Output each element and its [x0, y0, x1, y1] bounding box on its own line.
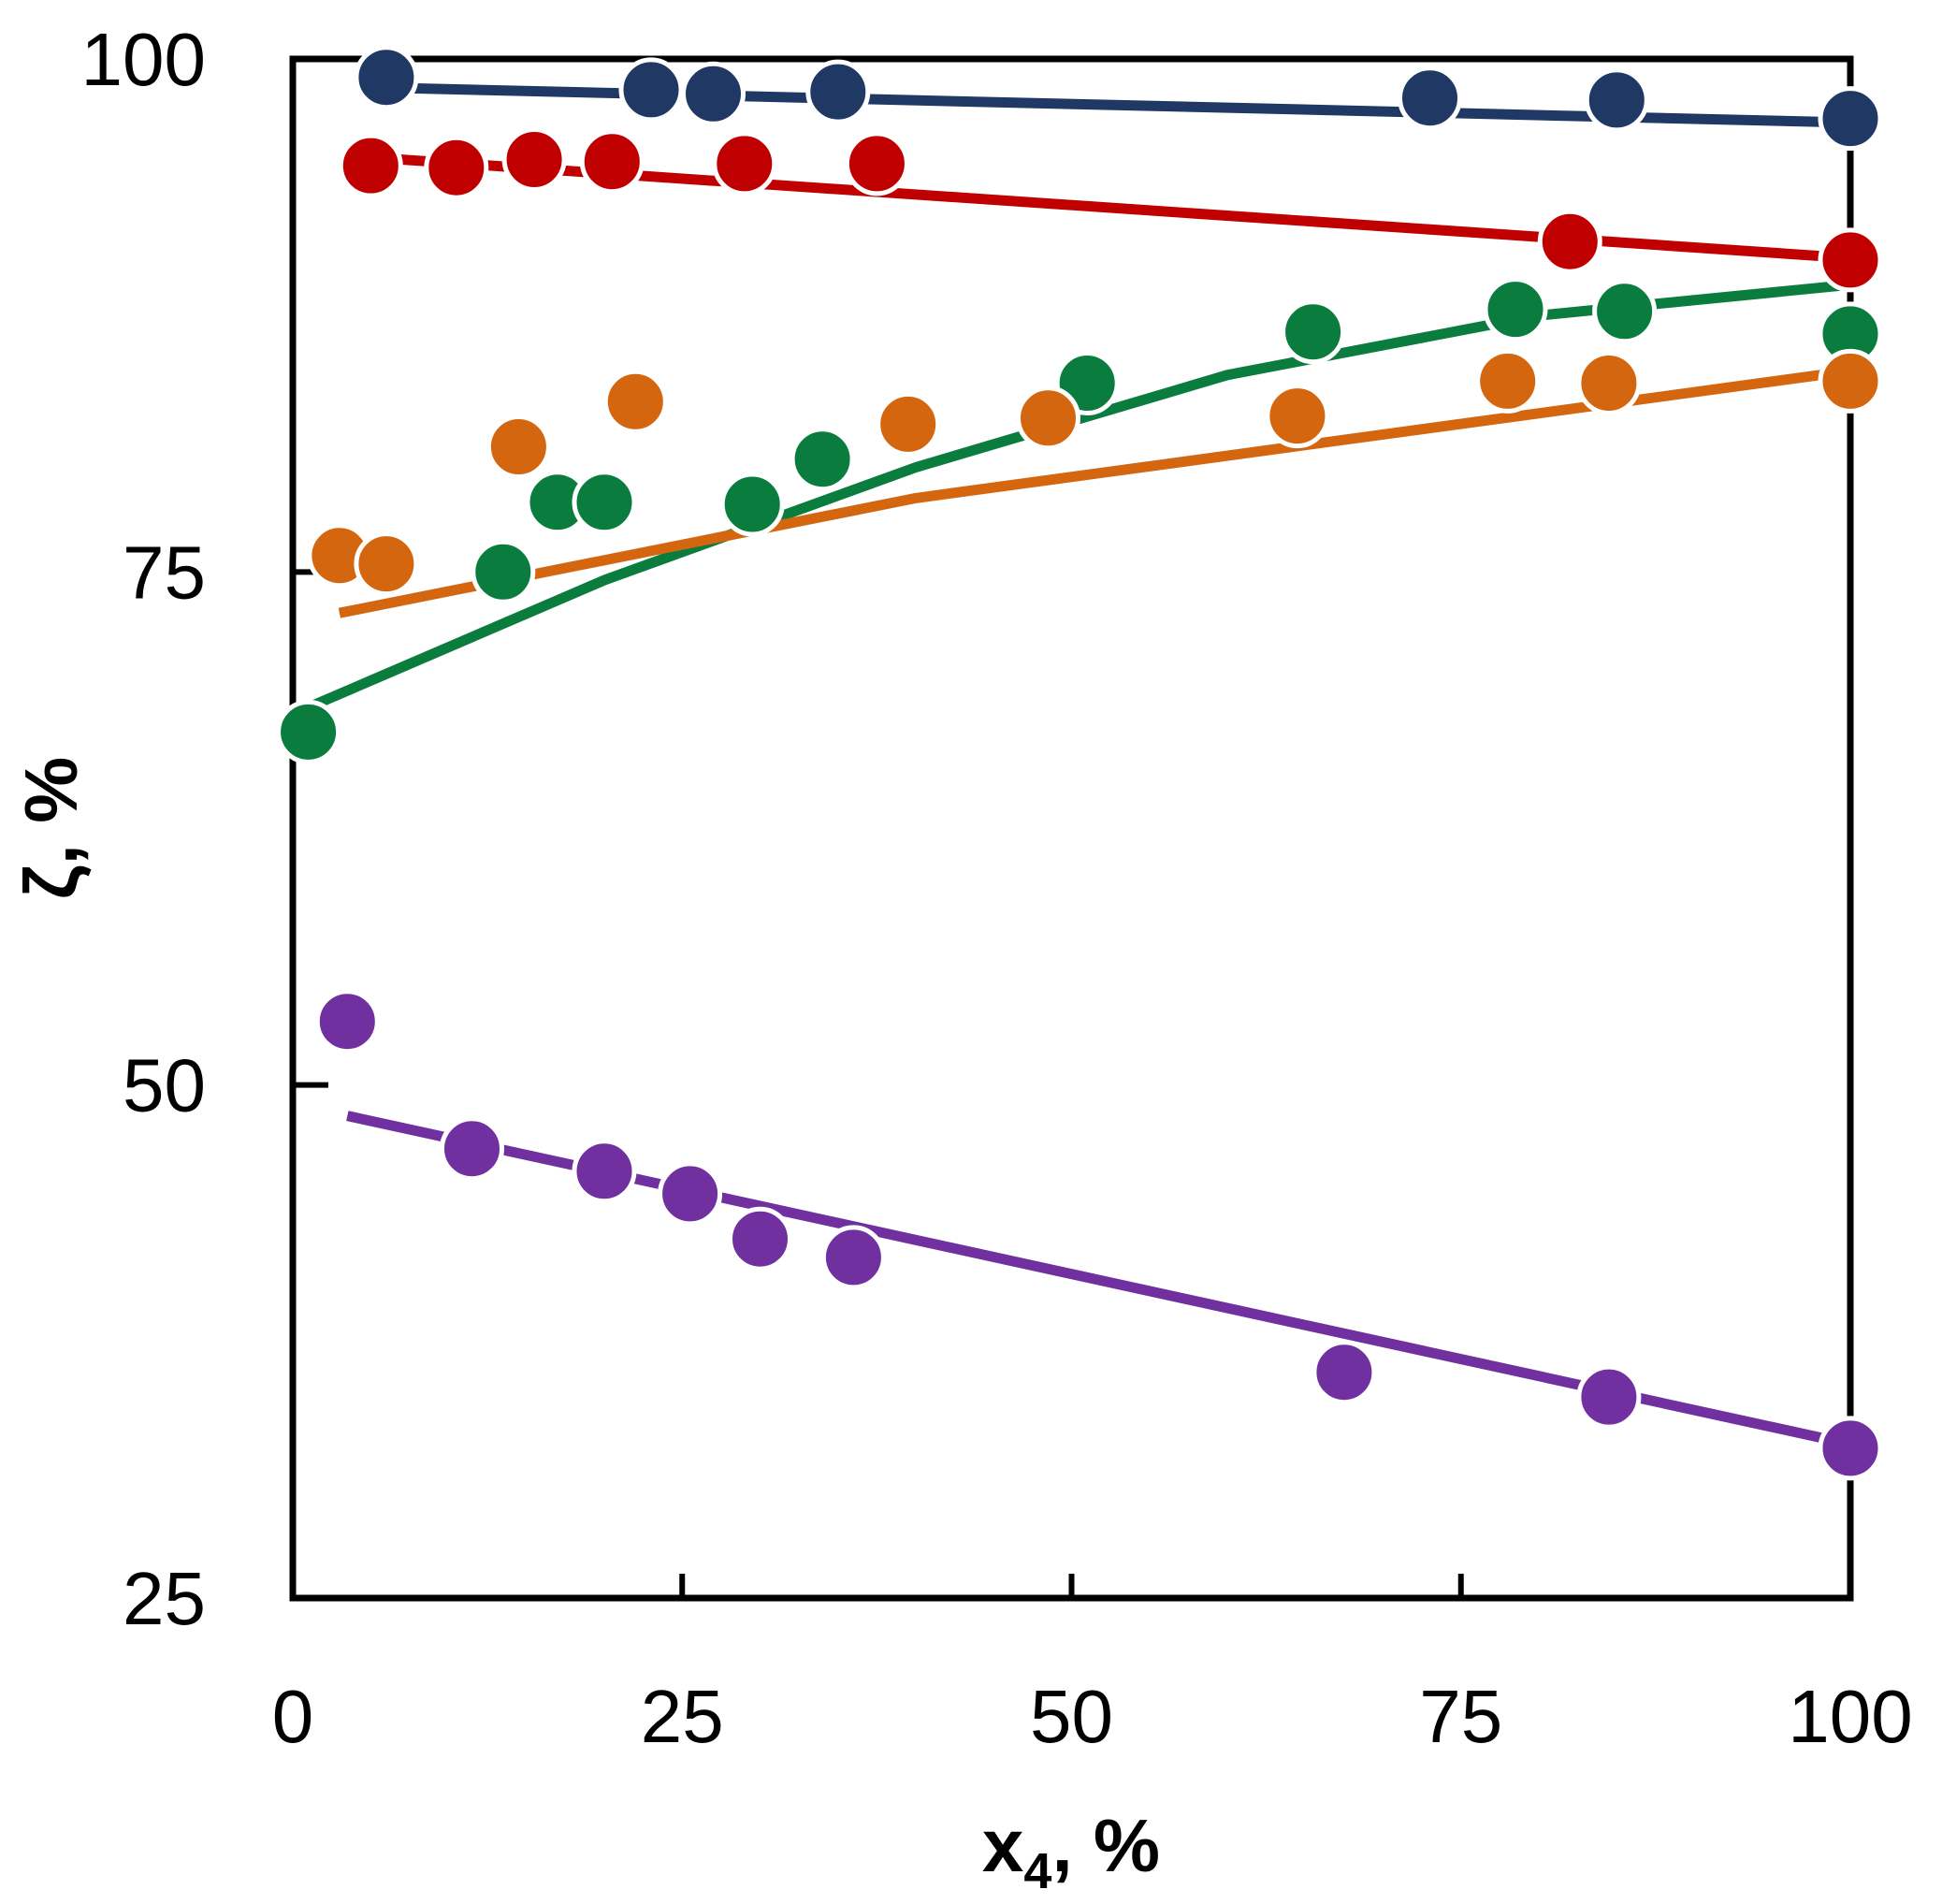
navy-point-5	[1398, 65, 1462, 131]
orange-point-7	[1265, 384, 1330, 449]
purple-point-8	[1576, 1364, 1642, 1430]
x-axis-title: x4, %	[982, 1804, 1160, 1899]
orange-point-10	[1818, 348, 1883, 414]
x-tick-label-25: 25	[641, 1675, 724, 1758]
red-point-2	[424, 135, 489, 200]
navy-point-4	[805, 59, 871, 124]
purple-point-3	[572, 1139, 637, 1204]
axis-tick-labels: 0 25 50 75 100 25 50 75 100	[81, 18, 1913, 1758]
red-point-7	[1537, 209, 1602, 274]
x-tick-label-75: 75	[1419, 1675, 1502, 1758]
green-point-9	[1483, 277, 1548, 342]
purple-point-1	[314, 989, 380, 1054]
navy-point-3	[681, 61, 746, 126]
red-point-3	[501, 127, 567, 192]
red-point-1	[338, 133, 403, 198]
red-point-4	[579, 129, 645, 195]
navy-point-7	[1818, 86, 1883, 152]
navy-point-6	[1584, 67, 1649, 133]
red-point-5	[712, 131, 777, 196]
orange-point-6	[1016, 385, 1080, 451]
navy-point-1	[354, 45, 419, 110]
red-point-6	[844, 131, 909, 196]
orange-point-3	[486, 414, 551, 479]
green-point-4	[572, 470, 637, 535]
x-tick-label-100: 100	[1788, 1675, 1912, 1758]
y-tick-label-25: 25	[123, 1557, 206, 1640]
purple-point-4	[658, 1161, 723, 1227]
x-axis-title-main: x	[982, 1804, 1024, 1887]
purple-point-6	[820, 1225, 886, 1290]
navy-point-2	[618, 57, 684, 123]
orange-point-5	[876, 391, 941, 457]
purple-point-2	[440, 1116, 504, 1182]
green-point-10	[1592, 279, 1658, 344]
orange-point-8	[1475, 348, 1541, 414]
x-axis-title-suffix: , %	[1051, 1804, 1160, 1887]
x-tick-label-0: 0	[272, 1675, 314, 1758]
purple-point-5	[728, 1206, 792, 1272]
y-tick-label-75: 75	[123, 531, 206, 614]
green-point-1	[276, 699, 341, 764]
red-point-8	[1818, 227, 1883, 293]
orange-point-9	[1576, 351, 1642, 415]
orange-point-2	[354, 531, 419, 597]
purple-point-7	[1312, 1340, 1377, 1405]
data-points	[276, 45, 1883, 1481]
green-point-5	[719, 472, 785, 537]
x-tick-label-50: 50	[1030, 1675, 1113, 1758]
axis-ticks	[290, 56, 1853, 1601]
purple-point-9	[1818, 1416, 1883, 1481]
green-point-2	[471, 539, 536, 604]
x-axis-title-subscript: 4	[1023, 1843, 1051, 1899]
y-axis-title: ζ, %	[9, 757, 93, 899]
y-tick-label-100: 100	[81, 18, 206, 101]
y-tick-label-50: 50	[123, 1044, 206, 1127]
green-point-8	[1281, 299, 1346, 365]
green-point-6	[790, 427, 855, 492]
orange-point-4	[602, 369, 668, 434]
